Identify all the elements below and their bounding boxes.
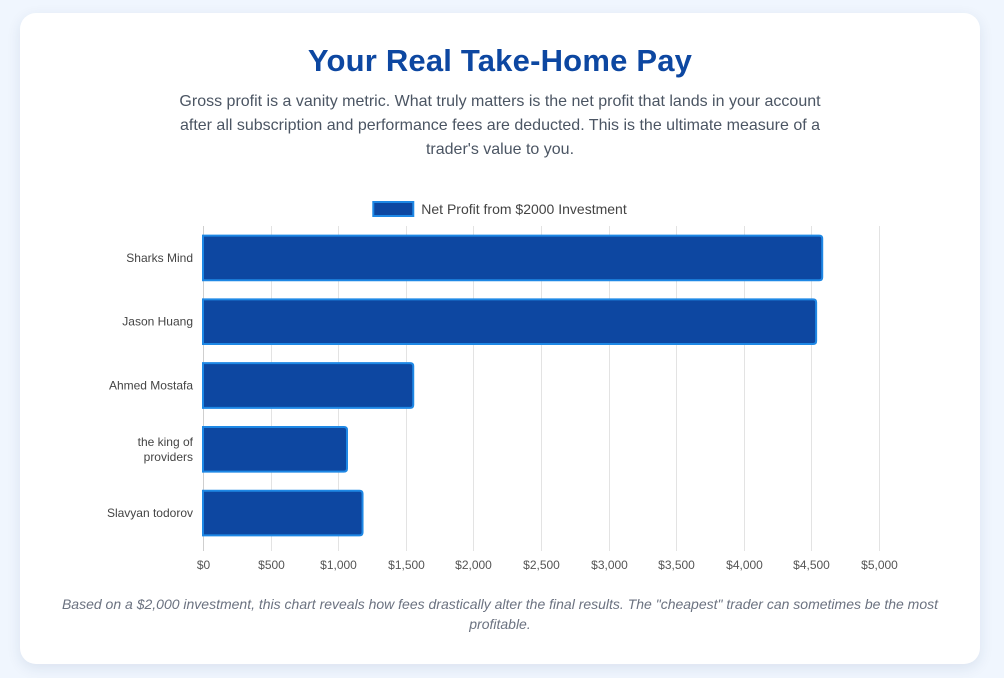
x-tick-label: $500 <box>258 558 285 572</box>
y-category-label: Slavyan todorov <box>107 506 193 520</box>
y-category-label: the king of providers <box>138 435 194 464</box>
x-tick-label: $4,000 <box>726 558 763 572</box>
y-category-label: Ahmed Mostafa <box>109 379 193 393</box>
x-tick-label: $0 <box>197 558 211 572</box>
page-subtitle: Gross profit is a vanity metric. What tr… <box>179 93 821 158</box>
bar-jason-huang[interactable] <box>202 298 818 346</box>
x-tick-label: $3,500 <box>658 558 695 572</box>
legend-label[interactable]: Net Profit from $2000 Investment <box>421 201 627 217</box>
y-category-label: Sharks Mind <box>126 251 193 265</box>
x-tick-label: $3,000 <box>591 558 628 572</box>
y-category-label: Jason Huang <box>122 315 193 329</box>
net-profit-chart: $0 $500 $1,000 $1,500 $2,000 $2,500 $3,000 $3,5… <box>107 201 898 572</box>
bar-the-king-of-providers[interactable] <box>202 425 348 473</box>
x-tick-label: $1,000 <box>320 558 357 572</box>
bar-ahmed-mostafa[interactable] <box>202 362 415 409</box>
x-tick-label: $2,500 <box>523 558 560 572</box>
bar-slavyan-todorov[interactable] <box>202 489 364 537</box>
x-tick-label: $5,000 <box>861 558 898 572</box>
bar-sharks-mind[interactable] <box>202 234 824 282</box>
x-tick-label: $1,500 <box>388 558 425 572</box>
x-tick-label: $2,000 <box>455 558 492 572</box>
page-title: Your Real Take-Home Pay <box>307 43 693 78</box>
chart-footnote: Based on a $2,000 investment, this chart… <box>61 596 939 632</box>
x-tick-label: $4,500 <box>793 558 830 572</box>
legend-swatch[interactable] <box>372 201 415 217</box>
chart-card: Your Real Take-Home Pay Gross profit is … <box>20 13 980 664</box>
